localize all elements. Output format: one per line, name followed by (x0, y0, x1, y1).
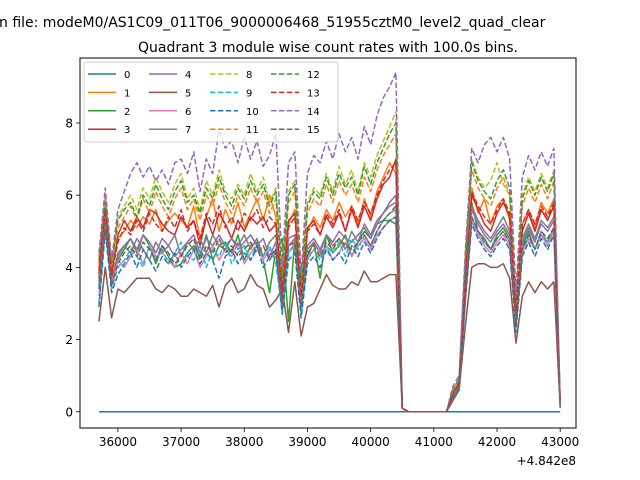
y-tick-label: 6 (65, 189, 73, 203)
x-tick-label: 37000 (162, 435, 200, 449)
legend-label-9: 9 (246, 88, 252, 99)
legend-label-4: 4 (185, 70, 191, 81)
legend-label-2: 2 (124, 107, 130, 118)
legend-label-3: 3 (124, 125, 130, 136)
legend-label-14: 14 (307, 107, 320, 118)
x-tick-label: 39000 (288, 435, 326, 449)
plot-frame (79, 57, 577, 429)
legend-label-5: 5 (185, 88, 191, 99)
series-line-5 (98, 263, 561, 413)
y-tick-label: 2 (65, 333, 73, 347)
series-line-13 (98, 161, 561, 413)
legend-box (83, 61, 339, 143)
series-line-7 (98, 201, 561, 413)
x-tick-label: 41000 (415, 435, 453, 449)
legend-label-11: 11 (246, 125, 259, 136)
legend-label-13: 13 (307, 88, 320, 99)
y-axis: 0 2 4 6 8 (65, 116, 80, 419)
legend-label-7: 7 (185, 125, 191, 136)
x-tick-label: 38000 (225, 435, 263, 449)
x-tick-label: 36000 (99, 435, 137, 449)
series-line-11 (98, 133, 561, 413)
legend-label-15: 15 (307, 125, 320, 136)
legend-label-0: 0 (124, 70, 130, 81)
legend-label-6: 6 (185, 107, 191, 118)
series-line-6 (98, 216, 561, 413)
legend-label-8: 8 (246, 70, 252, 81)
x-tick-label: 43000 (541, 435, 579, 449)
x-axis: 36000 37000 38000 39000 40000 41000 42000 43000 (99, 428, 579, 449)
y-tick-label: 4 (65, 261, 73, 275)
series-line-8 (98, 111, 561, 413)
x-offset-label: +4.842e8 (517, 454, 576, 468)
x-tick-label: 40000 (352, 435, 390, 449)
series-line-14 (98, 71, 561, 413)
y-tick-label: 0 (65, 405, 73, 419)
legend-label-1: 1 (124, 88, 130, 99)
series-line-1 (98, 161, 561, 413)
y-tick-label: 8 (65, 116, 73, 130)
series-line-10 (98, 216, 561, 413)
series-line-12 (98, 122, 561, 413)
legend-label-12: 12 (307, 70, 320, 81)
legend-label-10: 10 (246, 107, 259, 118)
series-layer (98, 71, 561, 413)
series-line-15 (98, 205, 561, 413)
figure-suptitle: n file: modeM0/AS1C09_011T06_9000006468_… (0, 15, 546, 31)
x-tick-label: 42000 (478, 435, 516, 449)
series-line-4 (98, 194, 561, 413)
series-line-3 (98, 158, 561, 413)
chart-title: Quadrant 3 module wise count rates with … (138, 40, 518, 56)
